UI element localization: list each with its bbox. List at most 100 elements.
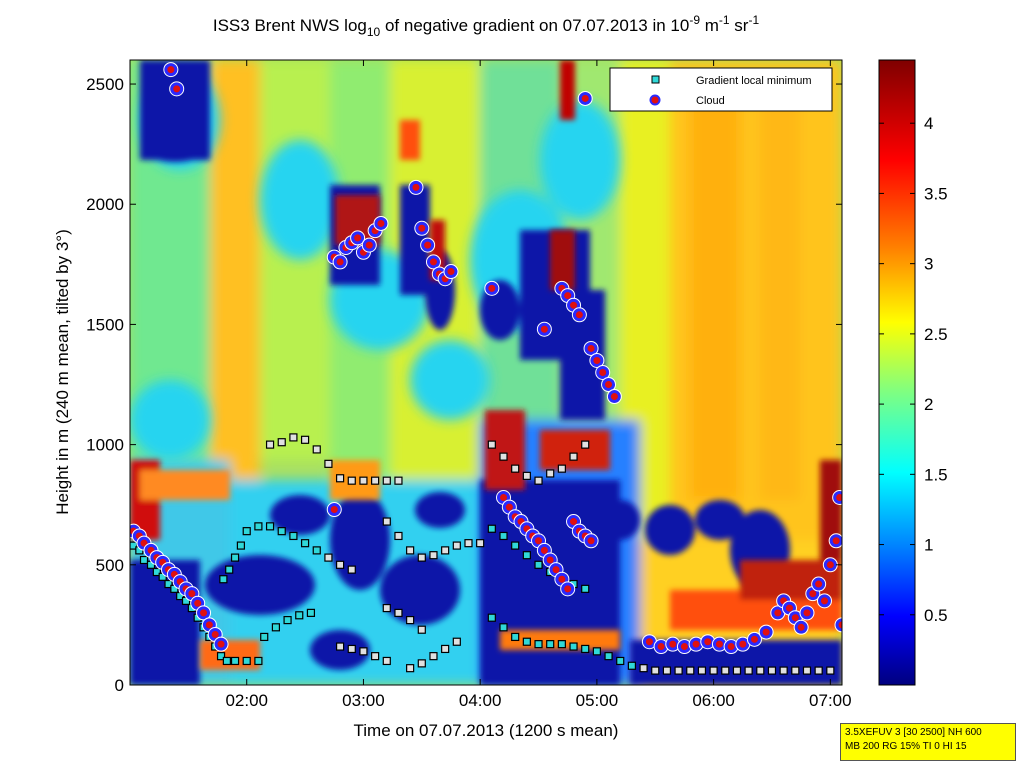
colorbar-tick-label: 4 [924,114,933,133]
gradient-minimum-marker [499,623,508,632]
cloud-marker-halo [595,365,611,380]
cloud-marker [421,238,435,252]
colorbar-tick-label: 1 [924,536,933,555]
gradient-minimum-marker [394,608,403,617]
colorbar-tick-label: 0.5 [924,606,948,625]
gradient-minimum-marker [312,445,321,454]
y-tick-label: 1000 [86,436,124,455]
cloud-marker-halo [828,533,842,549]
cloud-marker-halo [536,321,552,337]
gradient-minimum-marker [487,440,496,449]
gradient-minimum-marker [557,464,566,473]
gradient-minimum-marker [581,644,590,654]
gradient-minimum-marker [242,656,251,666]
legend: Gradient local minimum Cloud [609,67,833,112]
gradient-minimum-marker [814,666,823,675]
gradient-minimum-marker [152,567,161,577]
x-tick-label: 05:00 [576,691,619,710]
gradient-minimum-marker [289,531,298,541]
gradient-minimum-marker [382,656,391,666]
cloud-marker [584,341,598,355]
cloud-marker [771,606,785,620]
gradient-minimum-marker [265,440,275,449]
cloud-marker-halo [816,593,832,609]
gradient-minimum-marker [277,527,286,536]
x-tick-label: 06:00 [692,691,735,710]
gradient-minimum-marker [662,666,672,675]
gradient-minimum-marker [604,652,613,661]
gradient-minimum-marker [546,469,555,478]
cloud-marker [642,635,656,649]
gradient-minimum-marker [216,652,226,661]
gradient-minimum-marker [627,661,637,670]
plot-frame [129,59,843,686]
gradient-minimum-marker [732,666,742,675]
cloud-marker-halo [832,490,842,505]
gradient-minimum-marker [429,551,438,560]
cloud-marker [374,216,388,230]
gradient-minimum-marker [265,522,275,531]
info-line-2: MB 200 RG 15% TI 0 HI 15 [845,741,967,752]
gradient-minimum-marker [546,640,555,649]
gradient-minimum-marker [417,625,426,634]
cloud-marker [164,63,178,77]
gradient-minimum-marker [335,642,345,651]
cloud-marker [654,640,668,654]
info-box: 3.5XEFUV 3 [30 2500] NH 600 MB 200 RG 15… [840,723,1016,761]
gradient-minimum-marker [499,531,508,541]
cloud-marker-halo [746,631,762,647]
gradient-minimum-marker [487,524,496,533]
gradient-minimum-marker [394,476,403,485]
gradient-minimum-marker [230,656,240,666]
cloud-marker-halo [583,340,599,356]
cloud-marker-halo [169,81,185,97]
gradient-minimum-marker [242,527,251,536]
gradient-minimum-marker [371,476,380,485]
gradient-minimum-marker [222,656,231,666]
gradient-minimum-marker [382,517,391,526]
gradient-minimum-marker [522,637,531,646]
gradient-minimum-marker [557,640,566,649]
chart-title: ISS3 Brent NWS log10 of negative gradien… [213,13,760,39]
gradient-minimum-marker [511,632,520,642]
cloud-marker-halo [163,62,179,78]
cloud-marker [444,265,458,279]
legend-square-marker [651,75,660,84]
cloud-marker-halo [601,377,617,393]
gradient-minimum-marker [441,546,450,555]
gradient-minimum-marker [616,656,625,666]
gradient-minimum-marker [686,666,695,675]
cloud-marker [724,640,738,654]
cloud-marker [197,606,211,620]
cloud-marker [701,635,715,649]
cloud-marker [351,231,365,245]
gradient-minimum-marker [335,560,345,569]
cloud-marker [817,594,831,608]
cloud-marker [362,238,376,252]
info-line-1: 3.5XEFUV 3 [30 2500] NH 600 [845,727,982,738]
gradient-minimum-marker [709,666,718,675]
gradient-minimum-marker [569,452,578,461]
gradient-minimum-marker [295,611,304,620]
cloud-marker-halo [326,502,342,518]
cloud-marker [794,620,808,634]
gradient-minimum-marker [283,615,292,625]
cloud-marker [415,221,429,235]
cloud-marker-halo [443,264,459,280]
gradient-minimum-marker [534,560,543,569]
cloud-marker [759,625,773,639]
gradient-minimum-marker [674,666,683,675]
cloud-marker [214,637,228,651]
x-axis: 02:00 03:00 04:00 05:00 06:00 07:00 [225,60,852,710]
gradient-minimum-marker [406,664,415,673]
cloud-marker [572,308,586,322]
x-tick-label: 03:00 [342,691,385,710]
cloud-marker [689,637,703,651]
gradient-minimum-marker [300,539,310,548]
gradient-minimum-marker [260,632,269,642]
gradient-minimum-marker [476,539,485,548]
cloud-marker-halo [834,617,842,633]
gradient-minimum-marker [802,666,812,675]
cloud-marker-halo [332,254,348,270]
gradient-minimum-marker [335,474,345,483]
